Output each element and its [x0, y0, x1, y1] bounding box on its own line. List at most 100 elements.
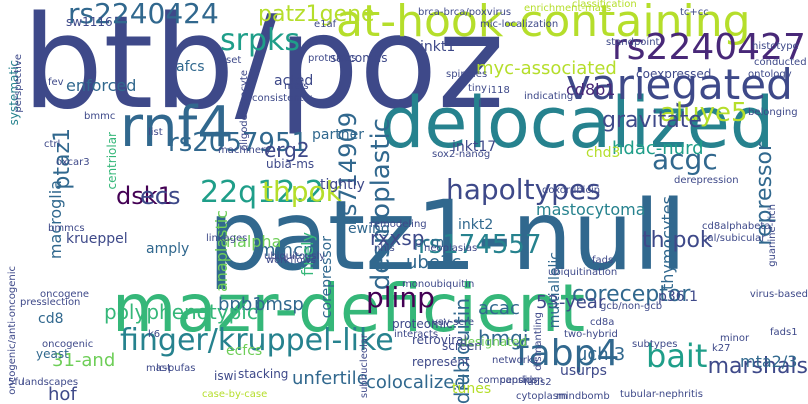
cloud-word: mindbomb	[556, 391, 610, 402]
cloud-word: fads1	[770, 327, 798, 338]
cloud-word: retroviral	[412, 333, 467, 347]
cloud-word: cd8b1	[566, 80, 616, 99]
cloud-word: gravitate	[602, 108, 702, 133]
cloud-word: hmgi	[478, 326, 529, 350]
cloud-word: cytoplasm	[516, 391, 568, 402]
cloud-word: iswi	[214, 369, 237, 383]
cloud-word: rs2240427	[612, 27, 806, 68]
cloud-word: oncogene	[40, 289, 90, 300]
cloud-word: hapoltypes	[446, 173, 601, 206]
cloud-word: oxcar3	[56, 157, 90, 168]
cloud-word: mic-localization	[480, 19, 559, 30]
cloud-word: ecs	[140, 182, 181, 210]
cloud-word: conducted	[754, 57, 807, 68]
cloud-word: monoubiquitin	[402, 279, 475, 290]
cloud-word: sw1116	[66, 15, 113, 29]
cloud-word: designated	[460, 335, 527, 349]
cloud-word: mast	[146, 363, 171, 374]
cloud-word: ubiquitously	[264, 251, 326, 262]
cloud-word: krueppel	[66, 231, 128, 247]
cloud-word: acgc	[652, 143, 718, 176]
cloud-word: standpoint	[606, 37, 660, 48]
cloud-word: presslection	[20, 297, 81, 308]
cloud-word: 31-and	[52, 350, 116, 371]
cloud-word: i118	[488, 85, 510, 96]
cloud-word: networks	[492, 355, 538, 366]
cloud-word: unfertile	[292, 368, 368, 389]
cloud-word: cd8a	[590, 317, 615, 328]
cloud-word: lc-pufas	[156, 363, 196, 374]
cloud-word: fads2	[524, 377, 552, 388]
cloud-word: screen	[442, 339, 482, 353]
cloud-word: inkt17	[452, 139, 497, 155]
cloud-word: ubia-ms	[266, 157, 315, 171]
cloud-word: thpok	[262, 175, 342, 208]
cloud-word: oncogenic	[42, 339, 94, 350]
cloud-word: mefs	[284, 81, 309, 92]
cloud-word: minor	[720, 333, 750, 344]
cloud-word: ube3c	[406, 252, 462, 273]
cloud-word: macroglia	[46, 180, 65, 260]
cloud-word: tunes	[452, 381, 492, 397]
cloud-word: interacts	[394, 329, 439, 340]
cloud-word: acac	[478, 298, 520, 319]
cloud-word: cal/subicular	[702, 233, 766, 244]
cloud-word: 53-year	[536, 292, 606, 313]
cloud-word: hdac-nurd	[612, 138, 704, 159]
cloud-word: enrichment-mass	[524, 3, 612, 14]
cloud-word: aluye5	[660, 98, 748, 128]
cloud-word: desmoplastic	[366, 118, 396, 291]
cloud-word: mazr-deficient	[112, 270, 586, 347]
cloud-word: sarcomas	[330, 51, 388, 65]
cloud-word: mta2/3	[740, 352, 798, 371]
cloud-word: usurps	[560, 363, 607, 379]
cloud-word: guanine-rich	[767, 204, 778, 267]
cloud-word: inkt1	[420, 39, 456, 55]
cloud-word: gcb/non-gcb	[600, 301, 663, 312]
cloud-word: multiallelic	[547, 252, 563, 329]
cloud-word: ewing	[348, 221, 390, 237]
cloud-word: at-hook-containing	[336, 0, 751, 47]
cloud-word: bmmc	[84, 111, 116, 122]
cloud-word: colocalized	[366, 372, 466, 393]
cloud-word: pmsp	[254, 294, 304, 315]
cloud-word: histotype	[752, 41, 799, 52]
cloud-word: amply	[146, 241, 190, 257]
cloud-word: led	[478, 99, 494, 110]
cloud-word: inkt2	[458, 217, 494, 233]
cloud-word: bait	[646, 337, 708, 375]
cloud-word: ubiquitination	[548, 267, 618, 278]
cloud-word: fads	[592, 255, 614, 266]
cloud-word: rs2057951	[168, 128, 309, 158]
cloud-word: virus-based	[749, 289, 808, 300]
cloud-word: cd8alphabeta	[702, 221, 771, 232]
cloud-word: subtypes	[632, 339, 678, 350]
cloud-word: k6	[148, 329, 161, 340]
cloud-word: chd3	[586, 145, 621, 161]
cloud-word: subnucleolar	[359, 334, 370, 399]
cloud-word: ctrl	[44, 139, 61, 150]
cloud-word: mastocytoma	[536, 200, 646, 219]
cloud-word: workflows	[266, 255, 317, 266]
cloud-word: fev	[48, 77, 64, 88]
cloud-word: fabp4	[516, 333, 620, 374]
cloud-word: list	[148, 127, 163, 138]
cloud-word: pcm1	[414, 235, 454, 251]
cloud-word: finger/kruppel-like	[120, 323, 394, 358]
cloud-word: yeast	[36, 347, 69, 361]
cloud-word: partner	[312, 127, 364, 143]
cloud-word: dsk1	[116, 182, 173, 210]
cloud-word: coexpressed	[636, 67, 712, 81]
cloud-word: belonging	[748, 107, 798, 118]
cloud-word: dismantling	[533, 312, 544, 371]
cloud-word: tubular-nephritis	[620, 389, 703, 400]
cloud-word: bmmcs	[48, 223, 85, 234]
cloud-word: enforced	[66, 76, 137, 95]
cloud-word: perspective	[13, 54, 24, 113]
cloud-word: mmcp	[258, 240, 315, 261]
cloud-word: erg2	[264, 138, 310, 162]
cloud-word: acted	[274, 73, 314, 89]
cloud-word: rnf4	[120, 95, 233, 160]
cloud-word: machinery	[218, 145, 272, 156]
